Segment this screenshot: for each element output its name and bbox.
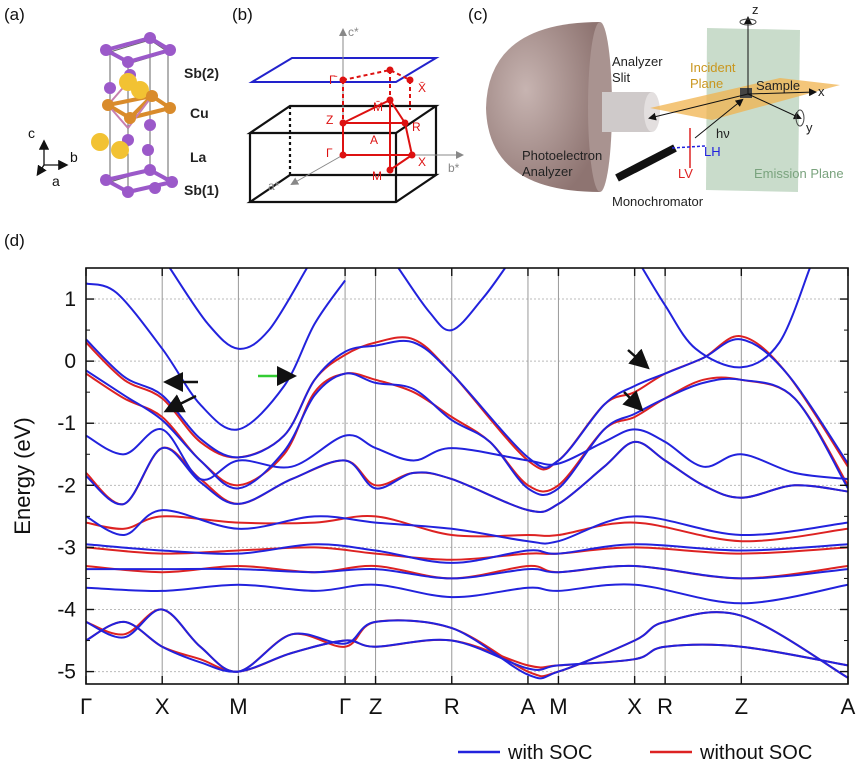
panel-d-label: (d) — [4, 231, 25, 250]
analyzer-slit-text-2: Slit — [612, 70, 630, 85]
black-arrow-2 — [168, 396, 196, 410]
lh-arrow — [672, 146, 705, 148]
k-point-label: R — [657, 694, 673, 719]
band-with-soc-3 — [86, 429, 848, 480]
band-with-soc-8 — [86, 584, 848, 603]
atom-label-sb2: Sb(2) — [184, 65, 219, 81]
pt-gamma: Γ — [326, 146, 333, 160]
pt-gamma-bar: Γ̄ — [329, 73, 338, 87]
band-without-soc-2 — [86, 442, 848, 512]
y-tick-label: -4 — [57, 598, 76, 621]
axis-b: b — [70, 149, 78, 165]
axis-b-star: b* — [448, 161, 460, 175]
band-with-soc-5 — [86, 510, 848, 544]
incident-text-1: Incident — [690, 60, 736, 75]
pt-m: M — [372, 169, 382, 183]
legend-label-with-soc: with SOC — [507, 742, 592, 764]
k-point-label: Γ — [80, 694, 92, 719]
pt-a: A — [370, 133, 378, 147]
k-point-label: M — [549, 694, 567, 719]
atom-label-la: La — [190, 149, 207, 165]
plot-frame — [86, 268, 848, 684]
lv-text: LV — [678, 166, 693, 181]
z-axis-text: z — [752, 2, 759, 17]
y-axis-text: y — [806, 120, 813, 135]
y-tick-label: -2 — [57, 474, 76, 497]
slit-end — [644, 92, 660, 132]
monochromator — [617, 148, 675, 178]
axis-a-star: a* — [268, 179, 280, 193]
sample — [740, 88, 752, 98]
y-tick-label: -5 — [57, 661, 76, 684]
legend-label-without-soc: without SOC — [699, 742, 812, 764]
panel-c: (c) Analyzer Slit Photoelec — [468, 2, 844, 209]
panel-a-label: (a) — [4, 5, 25, 24]
axis-c-star: c* — [348, 25, 359, 39]
k-point-label: Z — [735, 694, 748, 719]
k-point-label: Γ — [339, 694, 351, 719]
black-arrow-3 — [628, 350, 646, 366]
axis-c: c — [28, 125, 35, 141]
y-axis-label: Energy (eV) — [10, 417, 35, 534]
incident-text-2: Plane — [690, 76, 723, 91]
atom-label-cu: Cu — [190, 105, 209, 121]
photoelectron-text-2: Analyzer — [522, 164, 573, 179]
k-point-label: R — [444, 694, 460, 719]
emission-text: Emission Plane — [754, 166, 844, 181]
band-with-soc-4 — [86, 442, 848, 512]
k-point-label: X — [627, 694, 642, 719]
lh-text: LH — [704, 144, 721, 159]
panel-b: (b) c* b* a* — [232, 5, 462, 202]
black-arrow-4 — [624, 392, 640, 408]
annotation-arrows — [168, 350, 646, 410]
k-point-label: A — [521, 694, 536, 719]
pt-m-bar: M̄ — [373, 100, 383, 114]
k-point-label: M — [229, 694, 247, 719]
band-with-soc-12 — [642, 268, 810, 367]
hv-text: hν — [716, 126, 730, 141]
pt-z: Z — [326, 113, 333, 127]
panel-c-label: (c) — [468, 5, 488, 24]
y-tick-label: -1 — [57, 412, 76, 435]
pt-x-bar: X̄ — [418, 81, 426, 95]
photoelectron-text-1: Photoelectron — [522, 148, 602, 163]
k-point-label: Z — [369, 694, 382, 719]
crystal-axes — [38, 142, 66, 174]
atom-label-sb1: Sb(1) — [184, 182, 219, 198]
k-point-label: X — [155, 694, 170, 719]
x-axis-text: x — [818, 84, 825, 99]
band-lines — [86, 268, 848, 678]
k-point-label: A — [841, 694, 856, 719]
y-tick-label: -3 — [57, 536, 76, 559]
bz-point-labels: Γ̄ M̄ X̄ Z R A Γ M X — [326, 73, 426, 183]
analyzer-slit-text-1: Analyzer — [612, 54, 663, 69]
panel-a: (a) — [4, 5, 219, 198]
y-tick-label: 1 — [64, 288, 76, 311]
legend: with SOC without SOC — [458, 742, 812, 764]
sample-text: Sample — [756, 78, 800, 93]
y-tick-label: 0 — [64, 350, 76, 373]
bz-path — [343, 70, 412, 170]
monochromator-text: Monochromator — [612, 194, 704, 209]
panel-b-label: (b) — [232, 5, 253, 24]
axis-a: a — [52, 173, 60, 189]
pt-r: R — [412, 120, 421, 134]
pt-x: X — [418, 155, 426, 169]
band-with-soc-7 — [86, 566, 848, 579]
